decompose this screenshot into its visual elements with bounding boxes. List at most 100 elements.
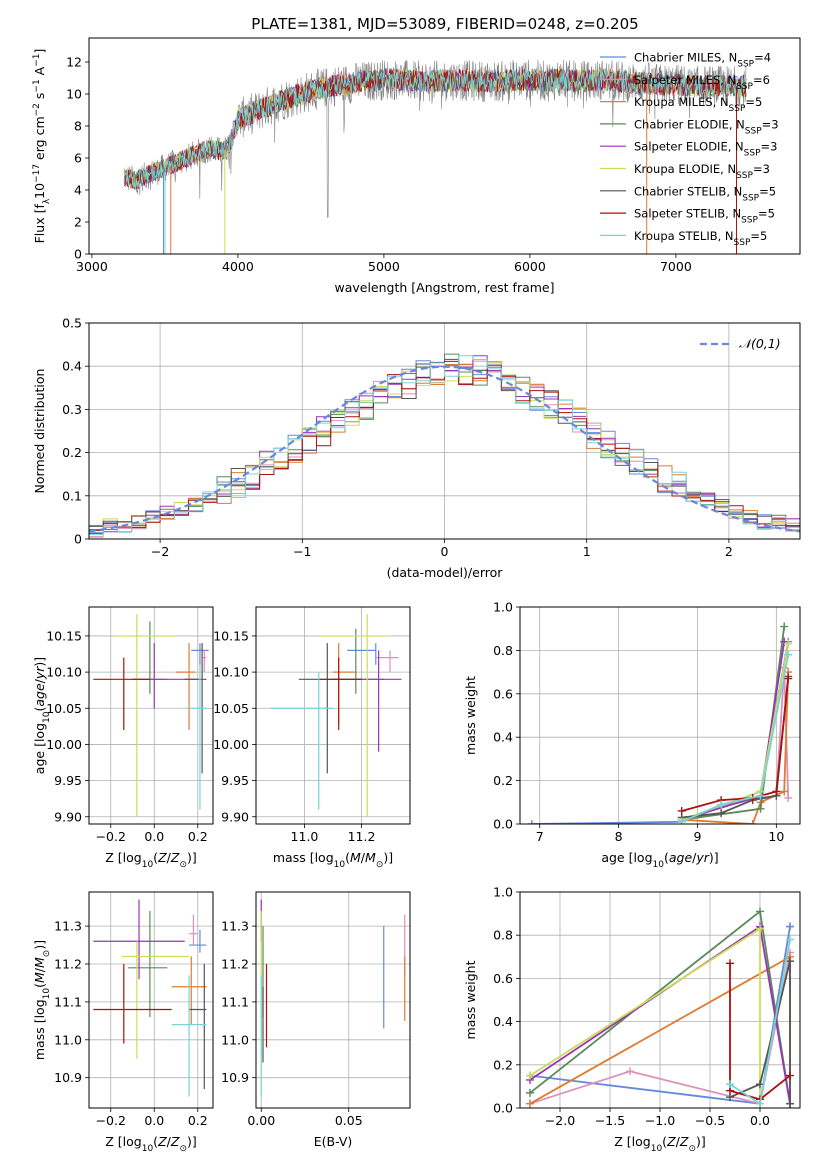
age-vs-mass-xlabel: mass [log10(M/M⊙)] — [273, 850, 393, 870]
massweight-vs-Z-marker-salpeter-miles — [626, 1067, 634, 1076]
legend-label: Kroupa ELODIE, NSSP=3 — [634, 162, 770, 181]
age-vs-mass-ytick-label: 9.95 — [221, 773, 249, 788]
age-vs-mass-ytick-label: 10.15 — [213, 628, 249, 643]
mass-vs-ebv-xtick-label: 0.05 — [335, 1113, 363, 1128]
massweight-vs-age-marker-salpeter-miles — [784, 793, 793, 802]
massweight-vs-age-marker-kroupa-miles — [748, 820, 757, 824]
legend-label: Chabrier ELODIE, NSSP=3 — [634, 117, 779, 136]
massweight-vs-age-line-chabrier-miles — [531, 641, 790, 824]
residuals-plot-area — [89, 353, 800, 539]
age-vs-Z-ytick-label: 10.10 — [46, 665, 82, 680]
age-vs-mass-ytick-label: 10.05 — [213, 701, 249, 716]
massweight-vs-Z-marker-kroupa-elodie — [526, 1071, 534, 1080]
spectrum-legend: Chabrier MILES, NSSP=4 Salpeter MILES, NS… — [600, 51, 779, 248]
massweight-vs-Z-line-kroupa-elodie — [529, 927, 761, 1104]
mass-vs-ebv-ytick-label: 10.9 — [221, 1070, 249, 1085]
massweight-vs-age-xtick-label: 9 — [693, 829, 701, 844]
age-vs-mass-xtick-label: 11.0 — [291, 829, 319, 844]
residuals-ytick-label: 0.1 — [62, 488, 82, 503]
mass-vs-ebv-panel: 0.00 0.05 10.9 11.0 11.1 11.2 11.3 E(B-V) — [221, 891, 411, 1149]
residuals-xtick-label: 0 — [441, 544, 449, 559]
massweight-vs-age-ytick-label: 0.6 — [493, 686, 513, 701]
legend-label: 𝒩(0,1) — [739, 336, 781, 351]
age-vs-mass-plot-area — [270, 614, 402, 817]
massweight-vs-Z-xlabel: Z [log10(Z/Z⊙)] — [614, 1134, 706, 1154]
massweight-vs-age-ytick-label: 0.8 — [493, 643, 513, 658]
spectrum-ytick-label: 8 — [74, 119, 82, 134]
massweight-vs-age-ytick-label: 1.0 — [493, 600, 513, 615]
massweight-vs-Z-ytick-label: 0.4 — [493, 1014, 513, 1029]
age-vs-Z-xtick-label: −0.2 — [96, 829, 126, 844]
massweight-vs-Z-xtick-label: −1.0 — [645, 1113, 675, 1128]
massweight-vs-Z-ytick-label: 0.6 — [493, 971, 513, 986]
residuals-ytick-label: 0.3 — [62, 402, 82, 417]
mass-vs-ebv-ytick-label: 11.0 — [221, 1032, 249, 1047]
mass-vs-ebv-ytick-label: 11.1 — [221, 994, 249, 1009]
age-vs-mass-ytick-label: 9.90 — [221, 809, 249, 824]
massweight-vs-Z-ytick-label: 0.8 — [493, 928, 513, 943]
massweight-vs-Z-marker-kroupa-stelib — [786, 935, 794, 944]
spectrum-xtick-label: 4000 — [222, 259, 254, 274]
massweight-vs-age-panel: 7 8 9 10 0.0 0.2 0.4 0.6 0.8 1.0 age [log10(age/yr… — [463, 600, 801, 870]
mass-vs-Z-xtick-label: 0.0 — [144, 1113, 164, 1128]
massweight-vs-age-marker-kroupa-stelib — [784, 650, 793, 659]
spectrum-ytick-label: 2 — [74, 215, 82, 230]
massweight-vs-Z-ylabel: mass weight — [463, 960, 478, 1039]
residuals-xlabel: (data-model)/error — [387, 565, 504, 580]
residuals-panel: −2 −1 0 1 2 0 0.1 0.2 0.3 0.4 0.5 (data-model)/erro… — [32, 316, 801, 580]
massweight-vs-Z-marker-chabrier-stelib — [786, 957, 794, 966]
massweight-vs-age-marker-kroupa-stelib — [717, 800, 726, 809]
age-vs-mass-ytick-label: 10.00 — [213, 737, 249, 752]
massweight-vs-Z-xtick-label: −0.5 — [695, 1113, 725, 1128]
mass-vs-Z-xlabel: Z [log10(Z/Z⊙)] — [105, 1134, 197, 1154]
residuals-xtick-label: 2 — [725, 544, 733, 559]
residuals-xtick-label: −1 — [293, 544, 311, 559]
massweight-vs-Z-xtick-label: 0.0 — [750, 1113, 770, 1128]
massweight-vs-Z-frame — [519, 891, 801, 1109]
massweight-vs-Z-ytick-label: 1.0 — [493, 885, 513, 900]
age-vs-Z-ytick-label: 10.05 — [46, 701, 82, 716]
massweight-vs-age-ytick-label: 0.0 — [493, 817, 513, 832]
spectrum-xtick-label: 5000 — [368, 259, 400, 274]
age-vs-Z-xtick-label: 0.0 — [144, 829, 164, 844]
figure-title: PLATE=1381, MJD=53089, FIBERID=0248, z=0… — [251, 15, 638, 33]
mass-vs-Z-panel: −0.2 0.0 0.2 10.9 11.0 11.1 11.2 11.3 Z [log10(Z… — [32, 891, 214, 1154]
age-vs-Z-ylabel: age [log10(age/yr)] — [32, 657, 52, 774]
massweight-vs-Z-panel: −2.0 −1.5 −1.0 −0.5 0.0 0.0 0.2 0.4 0.6 0.8 1.0 Z [… — [463, 885, 801, 1154]
age-vs-Z-panel: −0.2 0.0 0.2 9.90 9.95 10.00 10.05 10.10 10.15 Z … — [32, 606, 214, 870]
residuals-xtick-label: −2 — [151, 544, 169, 559]
massweight-vs-Z-marker-chabrier-elodie — [756, 907, 764, 916]
age-vs-Z-ytick-label: 10.15 — [46, 628, 82, 643]
residuals-frame — [88, 322, 801, 540]
spectrum-ylabel: Flux [fλ10−17 erg cm−2 s−1 A−1] — [32, 49, 52, 244]
residuals-ylabel: Normed distribution — [32, 369, 47, 494]
spectrum-xtick-label: 6000 — [514, 259, 546, 274]
spectrum-xtick-label: 3000 — [76, 259, 108, 274]
spectrum-xlabel: wavelength [Angstrom, rest frame] — [334, 280, 554, 295]
massweight-vs-age-ytick-label: 0.4 — [493, 730, 513, 745]
massweight-vs-age-xtick-label: 10 — [768, 829, 784, 844]
massweight-vs-Z-ytick-label: 0.0 — [493, 1101, 513, 1116]
massweight-vs-Z-line-salpeter-stelib — [729, 963, 791, 1101]
massweight-vs-age-marker-chabrier-elodie — [780, 622, 789, 631]
massweight-vs-age-marker-kroupa-elodie — [784, 639, 793, 648]
mass-vs-ebv-plot-area — [260, 899, 406, 1097]
massweight-vs-age-marker-salpeter-stelib — [772, 787, 781, 796]
age-vs-Z-ytick-label: 9.90 — [54, 809, 82, 824]
mass-vs-Z-xtick-label: 0.2 — [188, 1113, 208, 1128]
massweight-vs-age-marker-kroupa-stelib — [756, 791, 765, 800]
age-vs-mass-xtick-label: 11.2 — [348, 829, 376, 844]
mass-vs-Z-ylabel: mass [log10(M/M⊙)] — [32, 940, 52, 1060]
residual-histogram-kroupa-stelib — [89, 355, 800, 539]
mass-vs-ebv-xlabel: E(B-V) — [314, 1134, 353, 1149]
mass-vs-ebv-frame — [255, 891, 411, 1109]
massweight-vs-age-marker-chabrier-elodie — [756, 804, 765, 813]
massweight-vs-Z-marker-chabrier-miles — [786, 922, 794, 931]
massweight-vs-age-frame — [519, 606, 801, 825]
spectrum-frame — [88, 37, 801, 255]
massweight-vs-Z-marker-chabrier-stelib — [786, 1099, 794, 1108]
age-vs-Z-frame — [88, 606, 214, 825]
legend-label: Salpeter MILES, NSSP=6 — [634, 73, 770, 92]
mass-vs-Z-ytick-label: 11.3 — [54, 919, 82, 934]
age-vs-Z-plot-area — [93, 614, 209, 817]
